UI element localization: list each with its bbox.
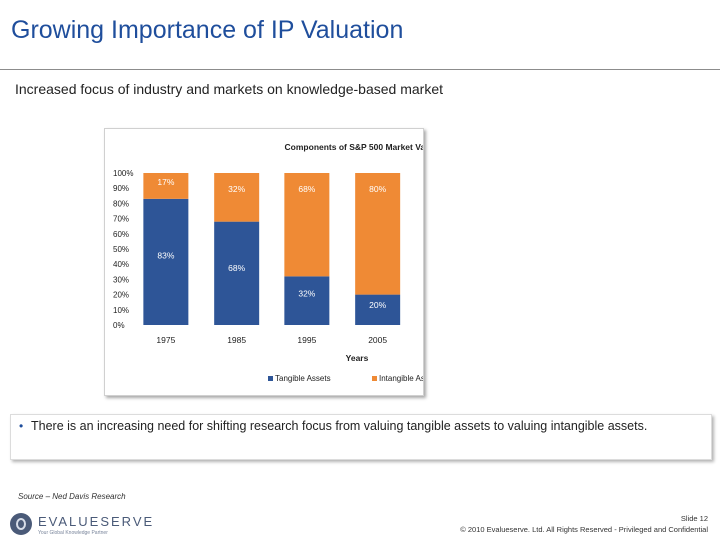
data-label: 20% bbox=[369, 300, 386, 310]
bar-tangible-1975 bbox=[143, 198, 189, 325]
data-label: 68% bbox=[228, 263, 245, 273]
y-tick-label: 90% bbox=[113, 184, 129, 193]
legend-label: Intangible Assets bbox=[379, 374, 423, 383]
data-label: 32% bbox=[228, 184, 245, 194]
y-tick-label: 20% bbox=[113, 291, 129, 300]
y-tick-label: 10% bbox=[113, 306, 129, 315]
bar-intangible-2005 bbox=[355, 173, 401, 295]
slide-number: Slide 12 bbox=[680, 514, 708, 523]
source-note: Source – Ned Davis Research bbox=[18, 492, 126, 501]
slide-subtitle: Increased focus of industry and markets … bbox=[15, 81, 444, 97]
legend-label: Tangible Assets bbox=[275, 374, 331, 383]
bar-tangible-2005 bbox=[355, 294, 401, 325]
x-tick-label: 1995 bbox=[297, 335, 316, 345]
data-label: 83% bbox=[157, 251, 174, 261]
logo-wordmark: EVALUESERVE bbox=[38, 514, 155, 529]
y-tick-label: 0% bbox=[113, 321, 125, 330]
y-tick-label: 60% bbox=[113, 230, 129, 239]
chart-panel: Components of S&P 500 Market Value 0% 10%… bbox=[104, 128, 424, 396]
x-tick-label: 1975 bbox=[156, 335, 175, 345]
logo-globe-icon bbox=[10, 513, 32, 535]
x-tick-label: 1985 bbox=[227, 335, 246, 345]
logo-tagline: Your Global Knowledge Partner bbox=[38, 530, 108, 536]
bar-intangible-1985 bbox=[214, 173, 260, 222]
legend-swatch bbox=[372, 376, 377, 381]
company-logo: EVALUESERVE Your Global Knowledge Partne… bbox=[10, 512, 152, 538]
data-label: 80% bbox=[369, 184, 386, 194]
y-tick-label: 30% bbox=[113, 275, 129, 284]
y-tick-label: 50% bbox=[113, 245, 129, 254]
x-axis-label: Years bbox=[346, 353, 369, 363]
note-text: There is an increasing need for shifting… bbox=[31, 419, 648, 433]
bullet-icon: • bbox=[19, 419, 24, 433]
bar-tangible-1995 bbox=[284, 276, 330, 325]
note-box: • There is an increasing need for shifti… bbox=[10, 414, 712, 460]
y-tick-label: 40% bbox=[113, 260, 129, 269]
legend-swatch bbox=[268, 376, 273, 381]
x-tick-label: 2005 bbox=[368, 335, 387, 345]
copyright-notice: © 2010 Evalueserve. Ltd. All Rights Rese… bbox=[460, 525, 708, 534]
chart-title: Components of S&P 500 Market Value bbox=[285, 142, 423, 152]
y-tick-label: 80% bbox=[113, 199, 129, 208]
title-divider bbox=[0, 69, 720, 70]
y-tick-label: 100% bbox=[113, 169, 133, 178]
stacked-bar-chart: Components of S&P 500 Market Value 0% 10%… bbox=[113, 142, 423, 383]
bar-intangible-1995 bbox=[284, 173, 330, 277]
data-label: 32% bbox=[298, 288, 315, 298]
data-label: 68% bbox=[298, 184, 315, 194]
data-label: 17% bbox=[157, 177, 174, 187]
bar-intangible-1975 bbox=[143, 173, 189, 199]
bar-tangible-1985 bbox=[214, 221, 260, 325]
slide-title: Growing Importance of IP Valuation bbox=[11, 16, 404, 44]
y-tick-label: 70% bbox=[113, 215, 129, 224]
